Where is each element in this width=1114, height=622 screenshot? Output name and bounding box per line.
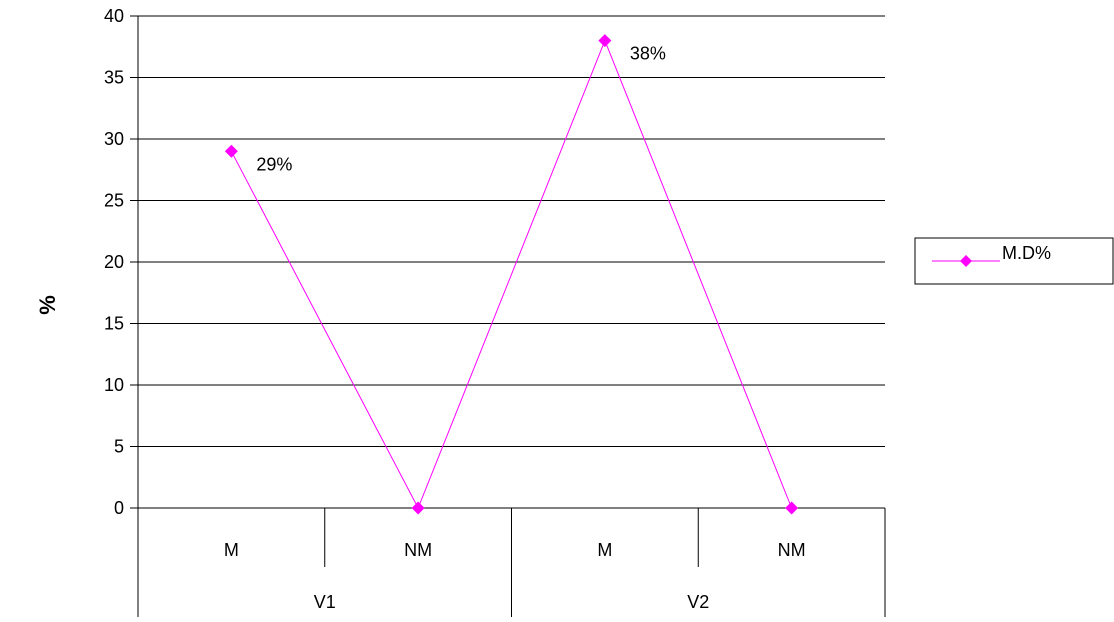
y-tick-label: 5 bbox=[114, 437, 124, 457]
y-tick-label: 30 bbox=[104, 129, 124, 149]
y-axis-title: % bbox=[35, 295, 60, 315]
y-tick-label: 10 bbox=[104, 375, 124, 395]
data-point-marker bbox=[598, 34, 612, 48]
x-group-label: V1 bbox=[314, 592, 336, 612]
y-tick-label: 0 bbox=[114, 498, 124, 518]
data-label: 38% bbox=[630, 44, 666, 64]
x-category-label: NM bbox=[404, 540, 432, 560]
labels-layer: 0 5 10 15 20 25 30 35 40 M NM M NM V1 V2% 29% 38% bbox=[35, 6, 806, 612]
series-layer bbox=[224, 34, 799, 515]
y-tick-label: 40 bbox=[104, 6, 124, 26]
series-line bbox=[230, 39, 793, 510]
data-point-marker bbox=[785, 501, 799, 515]
data-point-marker bbox=[224, 144, 238, 158]
x-category-label: M bbox=[224, 540, 239, 560]
gridlines bbox=[138, 15, 885, 509]
x-group-label: V2 bbox=[687, 592, 709, 612]
data-label: 29% bbox=[256, 154, 292, 174]
y-tick-label: 25 bbox=[104, 191, 124, 211]
y-tick-label: 35 bbox=[104, 68, 124, 88]
legend-label: M.D% bbox=[1002, 243, 1051, 263]
legend: M.D% bbox=[914, 237, 1114, 285]
y-tick-label: 15 bbox=[104, 314, 124, 334]
x-category-label: NM bbox=[778, 540, 806, 560]
x-category-label: M bbox=[597, 540, 612, 560]
legend-marker-swatch bbox=[960, 255, 972, 267]
axes bbox=[130, 15, 886, 617]
y-tick-label: 20 bbox=[104, 252, 124, 272]
data-point-marker bbox=[411, 501, 425, 515]
